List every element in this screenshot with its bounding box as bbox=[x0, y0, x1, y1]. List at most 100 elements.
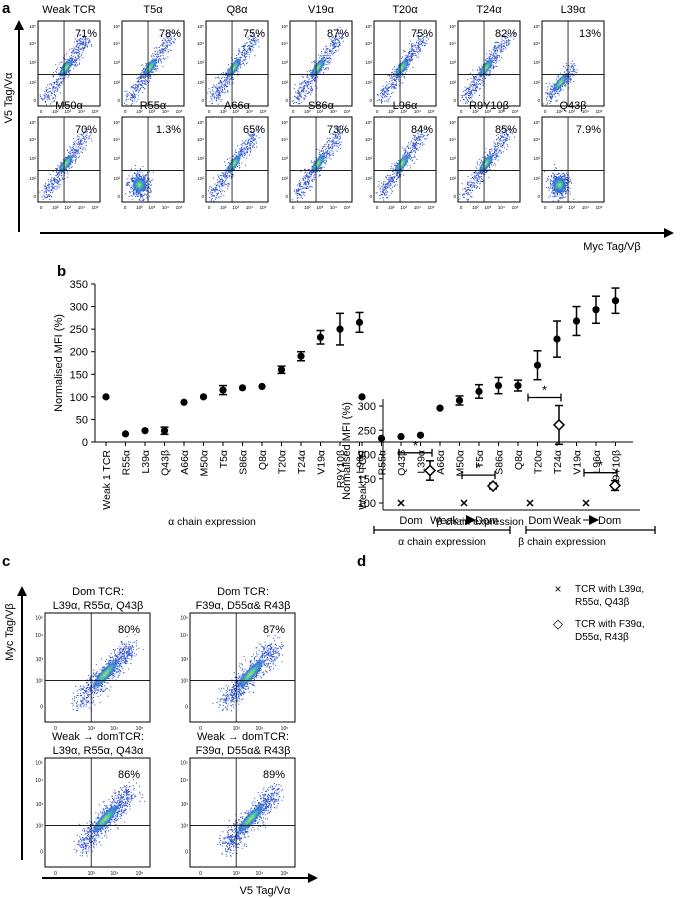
event-dot bbox=[417, 137, 419, 139]
event-dot bbox=[303, 90, 305, 92]
event-dot bbox=[221, 83, 223, 85]
event-dot bbox=[418, 139, 420, 141]
event-dot bbox=[74, 57, 76, 59]
event-dot bbox=[413, 51, 415, 52]
event-dot bbox=[81, 42, 83, 44]
event-dot bbox=[572, 71, 573, 73]
event-dot bbox=[299, 180, 300, 182]
event-dot bbox=[379, 187, 381, 189]
event-dot bbox=[60, 179, 62, 181]
event-dot bbox=[321, 149, 323, 151]
event-dot bbox=[386, 183, 388, 185]
event-dot bbox=[294, 189, 296, 191]
event-dot bbox=[486, 73, 488, 75]
y-tick-label: 10² bbox=[113, 80, 120, 85]
event-dot bbox=[328, 68, 329, 70]
event-dot bbox=[232, 156, 234, 158]
event-dot bbox=[337, 130, 338, 131]
density-core bbox=[394, 57, 410, 79]
event-dot bbox=[249, 56, 251, 58]
event-dot bbox=[324, 63, 326, 65]
event-dot bbox=[83, 136, 85, 138]
event-dot bbox=[162, 42, 164, 44]
event-dot bbox=[130, 187, 132, 189]
event-dot bbox=[150, 189, 152, 191]
event-dot bbox=[383, 189, 385, 190]
event-dot bbox=[49, 194, 50, 196]
event-dot bbox=[382, 90, 384, 92]
event-dot bbox=[130, 104, 132, 106]
event-dot bbox=[402, 73, 404, 75]
event-dot bbox=[76, 148, 78, 150]
event-dot bbox=[131, 177, 133, 179]
event-dot bbox=[64, 178, 66, 179]
event-dot bbox=[408, 43, 410, 45]
event-dot bbox=[563, 66, 565, 67]
event-dot bbox=[423, 45, 425, 47]
event-dot bbox=[260, 127, 262, 129]
event-dot bbox=[495, 59, 497, 61]
event-dot bbox=[252, 132, 254, 133]
event-dot bbox=[304, 97, 306, 99]
event-dot bbox=[59, 78, 61, 80]
event-dot bbox=[463, 99, 465, 101]
event-dot bbox=[298, 100, 300, 102]
event-dot bbox=[89, 40, 90, 41]
event-dot bbox=[71, 162, 73, 163]
event-dot bbox=[221, 77, 222, 79]
event-dot bbox=[323, 69, 325, 70]
event-dot bbox=[232, 154, 234, 156]
event-dot bbox=[150, 191, 152, 193]
event-dot bbox=[338, 41, 340, 43]
event-dot bbox=[236, 57, 238, 59]
event-dot bbox=[308, 81, 310, 83]
event-dot bbox=[49, 189, 50, 191]
event-dot bbox=[549, 95, 551, 97]
event-dot bbox=[242, 50, 244, 52]
event-dot bbox=[80, 40, 82, 42]
event-dot bbox=[225, 174, 227, 176]
event-dot bbox=[78, 57, 80, 59]
event-dot bbox=[146, 187, 148, 189]
event-dot bbox=[340, 135, 342, 137]
event-dot bbox=[75, 159, 77, 161]
event-dot bbox=[328, 54, 330, 56]
event-dot bbox=[163, 49, 165, 51]
event-dot bbox=[226, 81, 228, 83]
event-dot bbox=[55, 89, 57, 91]
event-dot bbox=[245, 151, 247, 153]
event-dot bbox=[218, 87, 220, 89]
event-dot bbox=[408, 55, 410, 57]
event-dot bbox=[477, 87, 479, 89]
event-dot bbox=[218, 90, 220, 92]
event-dot bbox=[408, 56, 410, 58]
event-dot bbox=[388, 177, 390, 179]
event-dot bbox=[45, 89, 47, 91]
event-dot bbox=[252, 144, 254, 146]
event-dot bbox=[168, 44, 170, 46]
event-dot bbox=[209, 197, 211, 199]
event-dot bbox=[391, 80, 393, 82]
event-dot bbox=[500, 51, 502, 52]
event-dot bbox=[411, 54, 413, 56]
event-dot bbox=[466, 102, 468, 104]
event-dot bbox=[157, 61, 159, 63]
event-dot bbox=[410, 167, 411, 169]
event-dot bbox=[376, 94, 378, 95]
event-dot bbox=[141, 196, 143, 197]
event-dot bbox=[337, 143, 339, 145]
event-dot bbox=[504, 37, 506, 39]
event-dot bbox=[248, 135, 250, 137]
event-dot bbox=[214, 195, 216, 197]
event-dot bbox=[78, 63, 80, 65]
event-dot bbox=[390, 182, 392, 184]
event-dot bbox=[226, 175, 228, 176]
event-dot bbox=[224, 176, 226, 178]
event-dot bbox=[566, 82, 568, 84]
event-dot bbox=[130, 178, 132, 180]
event-dot bbox=[473, 89, 475, 91]
event-dot bbox=[471, 93, 473, 95]
event-dot bbox=[410, 151, 412, 153]
